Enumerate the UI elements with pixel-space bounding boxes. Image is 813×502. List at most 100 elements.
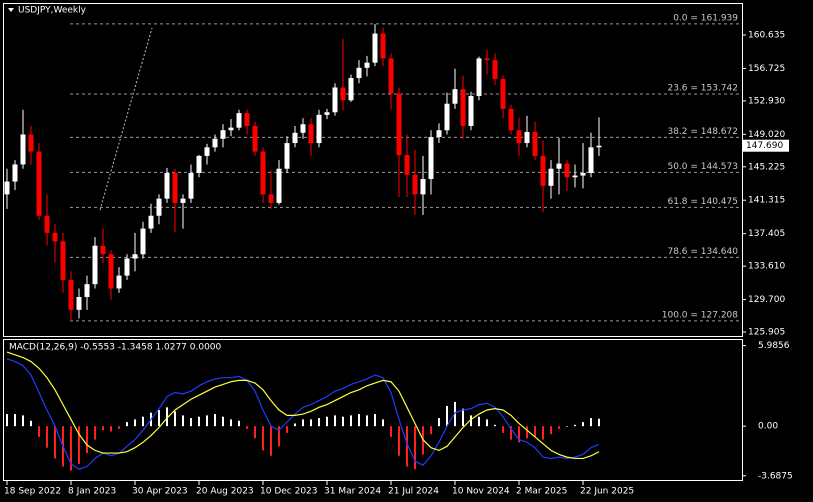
candle-body [188,172,194,199]
macd-histogram-bar [406,426,408,467]
macd-histogram-bar [46,426,48,448]
candle-body [580,172,586,176]
macd-histogram-bar [542,426,544,440]
candle-body [140,228,146,255]
macd-histogram-bar [398,426,400,456]
candle-body [116,275,122,289]
candle-body [356,67,362,79]
candle-body [500,78,506,109]
macd-histogram-bar [558,426,560,429]
macd-histogram-bar [566,426,568,427]
candle-body [372,33,378,63]
candle-body [572,175,578,178]
y-tick-label: 137.405 [748,229,785,239]
candle-body [484,58,490,61]
macd-histogram-bar [134,419,136,427]
candle-body [468,96,474,126]
candle-body [364,62,370,68]
macd-histogram-bar [30,420,32,427]
candle-body [172,172,178,203]
candle-body [164,172,170,199]
candle-body [524,131,530,144]
y-tick-label: 145.225 [748,162,785,172]
y-tick-label: 129.700 [748,295,785,305]
y2-tick-label: 0.00 [758,422,778,432]
candle-body [348,78,354,101]
candle-body [100,245,106,255]
candle-body [52,232,58,242]
y2-tick-label: 5.9856 [758,341,790,351]
candle-body [156,198,162,216]
macd-histogram-bar [382,419,384,427]
macd-histogram-bar [174,411,176,427]
macd-histogram-bar [54,426,56,459]
candle-body [404,155,410,175]
candle-body [388,58,394,94]
x-tick-label: 31 Mar 2024 [324,487,381,497]
candle-body [148,215,154,229]
macd-histogram-bar [534,426,536,437]
candle-body [68,279,74,310]
macd-histogram-bar [302,419,304,427]
macd-histogram-bar [22,415,24,427]
y-tick-label: 152.930 [748,96,785,106]
candle-body [92,245,98,285]
candle-body [276,168,282,203]
macd-histogram-bar [446,405,448,427]
macd-histogram-bar [582,422,584,427]
macd-panel [3,339,743,481]
macd-line [6,351,600,460]
macd-histogram-bar [246,426,248,429]
macd-histogram-bar [462,408,464,427]
candle-body [316,114,322,144]
macd-histogram-bar [70,426,72,471]
y-tick-label: 149.020 [748,130,785,140]
x-tick-label: 8 Jan 2023 [68,487,116,497]
candle-body [476,58,482,97]
candle-body [212,138,218,148]
macd-title: MACD(12,26,9) -0.5553 -1.3458 1.0277 0.0… [9,343,222,353]
candle-body [132,254,138,259]
candle-body [20,134,26,165]
macd-histogram-bar [182,415,184,427]
candle-body [412,174,418,195]
candle-body [420,178,426,195]
macd-histogram-bar [230,419,232,427]
candle-body [556,163,562,169]
macd-histogram-bar [526,426,528,439]
macd-histogram-bar [166,407,168,427]
menu-icon[interactable] [8,8,14,12]
macd-histogram-bar [470,415,472,427]
macd-histogram-bar [110,426,112,432]
macd-histogram-bar [310,419,312,427]
macd-histogram-bar [214,414,216,427]
candle-body [396,93,402,156]
macd-histogram-bar [198,416,200,427]
chart-title: USDJPY,Weekly [18,6,87,16]
macd-histogram-bar [222,416,224,427]
x-tick-label: 10 Nov 2024 [452,487,510,497]
candle-body [28,134,34,152]
candle-body [196,155,202,173]
candle-body [564,163,570,178]
macd-histogram-bar [294,423,296,427]
macd-histogram-bar [190,418,192,427]
candle-body [108,254,114,289]
fib-trend-line [99,27,153,211]
candle-body [460,89,466,126]
candle-body [308,124,314,144]
candle-body [44,215,50,233]
candle-body [452,89,458,104]
macd-histogram-bar [374,414,376,427]
candle-body [596,145,602,148]
macd-histogram-bar [598,418,600,427]
macd-histogram-bar [334,415,336,427]
fib-label: 23.6 = 153.742 [667,83,738,93]
macd-histogram-bar [366,415,368,427]
candle-body [4,181,10,195]
macd-histogram-bar [494,424,496,427]
candle-body [220,130,226,139]
macd-histogram-bar [238,420,240,427]
macd-histogram-bar [486,419,488,427]
